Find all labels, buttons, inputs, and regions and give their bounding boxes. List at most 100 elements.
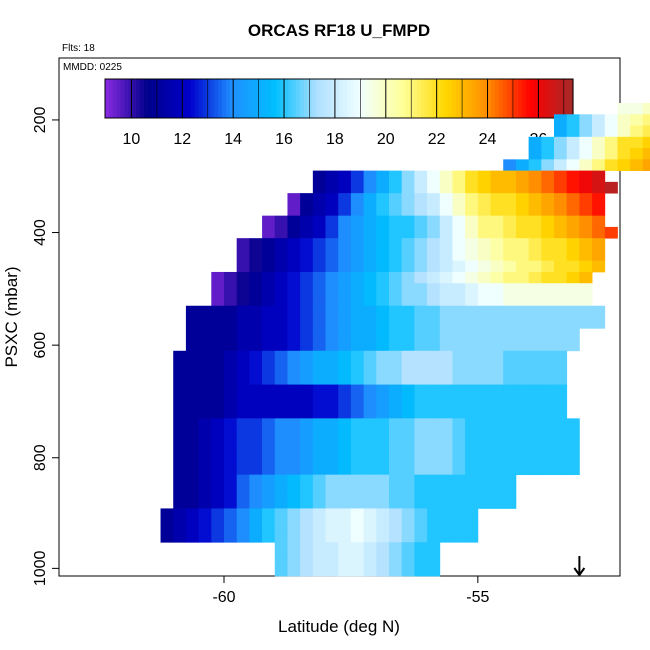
heatmap-cell [427, 226, 441, 239]
heatmap-cell [287, 328, 301, 340]
heatmap-cell [198, 384, 212, 397]
heatmap-cell [554, 395, 568, 408]
colorbar-segment [140, 79, 145, 118]
heatmap-cell [198, 497, 212, 509]
heatmap-cell [198, 407, 212, 419]
heatmap-cell [350, 350, 365, 363]
heatmap-cell [401, 542, 415, 554]
heatmap-cell [325, 474, 339, 487]
heatmap-cell [465, 238, 479, 250]
heatmap-cell [439, 373, 453, 385]
heatmap-cell [211, 508, 225, 521]
heatmap-cell [554, 136, 568, 149]
colorbar-segment [350, 79, 356, 118]
heatmap-cell [198, 418, 212, 431]
heatmap-cell [338, 485, 352, 498]
heatmap-cell [452, 463, 466, 476]
heatmap-cell [173, 463, 187, 476]
heatmap-cell [249, 317, 263, 329]
heatmap-cell [528, 407, 542, 419]
heatmap-cell [363, 350, 377, 363]
heatmap-cell [338, 362, 352, 374]
heatmap-cell [528, 283, 542, 295]
heatmap-cell [312, 463, 326, 476]
heatmap-cell [541, 339, 555, 352]
heatmap-cell [236, 305, 250, 318]
heatmap-cell [414, 339, 428, 352]
heatmap-cell [477, 373, 491, 385]
heatmap-cell [528, 418, 542, 431]
heatmap-cell [401, 508, 415, 521]
heatmap-cell [173, 384, 187, 397]
heatmap-cell [401, 238, 415, 250]
colorbar-segment [296, 79, 301, 118]
heatmap-cell [490, 384, 504, 397]
heatmap-cell [452, 328, 466, 340]
heatmap-cell [300, 463, 314, 476]
heatmap-cell [300, 429, 314, 442]
heatmap-cell [490, 339, 504, 352]
heatmap-cell [363, 440, 377, 453]
heatmap-cell [274, 463, 288, 476]
heatmap-cell [312, 530, 326, 543]
heatmap-cell [363, 260, 377, 273]
heatmap-cell [236, 238, 250, 250]
heatmap-cell [452, 440, 466, 453]
heatmap-cell [173, 474, 187, 487]
heatmap-cell [566, 125, 580, 138]
heatmap-cell [224, 271, 238, 284]
heatmap-cell [452, 271, 466, 284]
heatmap-cell [439, 170, 453, 183]
heatmap-cell [274, 395, 288, 408]
heatmap-cell [312, 283, 326, 295]
heatmap-cell [198, 373, 212, 385]
heatmap-cell [617, 125, 631, 138]
heatmap-cell [414, 440, 428, 453]
heatmap-cell [312, 238, 326, 250]
heatmap-cell [300, 317, 314, 329]
heatmap-cell [224, 497, 238, 509]
colorbar-segment [186, 79, 192, 118]
heatmap-cell [414, 294, 428, 307]
colorbar-segment [183, 79, 188, 118]
heatmap-cell [528, 373, 542, 385]
heatmap-cell [465, 260, 479, 273]
heatmap-cell [312, 384, 326, 397]
heatmap-cell [515, 384, 530, 397]
colorbar-segment [483, 79, 488, 118]
heatmap-cell [515, 215, 530, 228]
heatmap-cell [503, 474, 517, 487]
heatmap-cell [389, 305, 403, 318]
heatmap-cell [300, 305, 314, 318]
heatmap-cell [185, 519, 200, 532]
colorbar-segment [120, 79, 126, 118]
heatmap-cell [262, 362, 276, 374]
heatmap-cell [439, 328, 453, 340]
heatmap-cell [465, 497, 479, 509]
heatmap-cell [160, 519, 174, 532]
heatmap-cell [630, 136, 644, 149]
heatmap-cell [452, 181, 466, 194]
heatmap-cell [541, 238, 555, 250]
heatmap-cell [389, 542, 403, 554]
heatmap-cell [389, 564, 403, 577]
heatmap-cell [401, 362, 415, 374]
heatmap-cell [427, 407, 441, 419]
heatmap-cell [490, 328, 504, 340]
heatmap-cell [224, 350, 238, 363]
heatmap-cell [249, 238, 263, 250]
heatmap-cell [198, 530, 212, 543]
heatmap-cell [503, 463, 517, 476]
heatmap-cell [401, 395, 415, 408]
heatmap-cell [554, 159, 568, 172]
heatmap-cell [224, 440, 238, 453]
heatmap-cell [185, 429, 200, 442]
heatmap-cell [439, 350, 453, 363]
heatmap-cell [350, 204, 365, 217]
heatmap-cell [427, 249, 441, 262]
heatmap-cell [401, 283, 415, 295]
heatmap-cell [325, 271, 339, 284]
heatmap-cell [211, 271, 225, 284]
heatmap-cell [325, 429, 339, 442]
heatmap-cell [515, 181, 530, 194]
